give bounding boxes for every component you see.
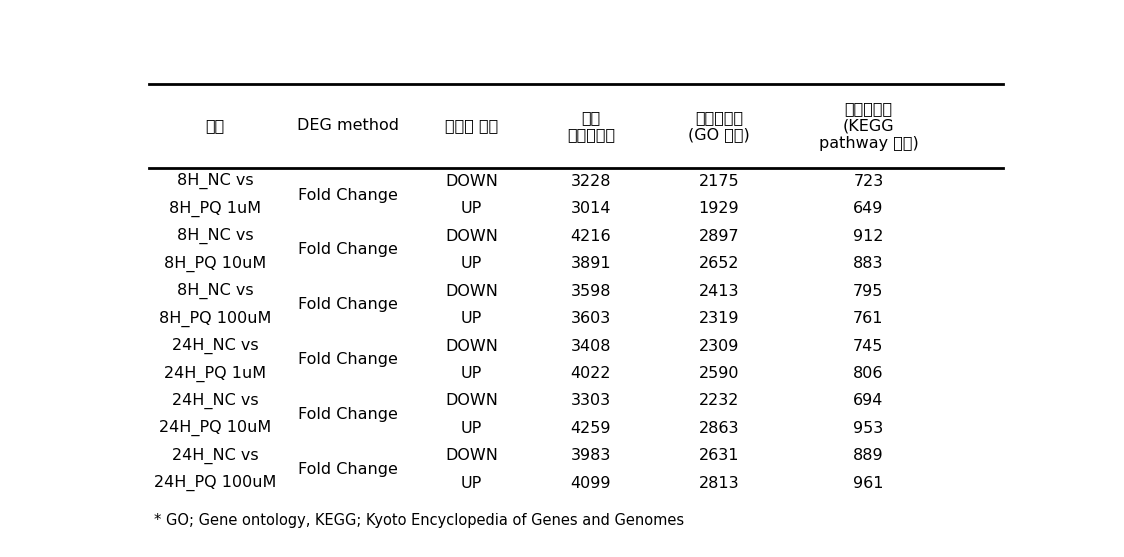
Text: 3598: 3598 — [571, 284, 611, 299]
Text: 24H_PQ 1uM: 24H_PQ 1uM — [164, 365, 266, 382]
Text: 2863: 2863 — [699, 421, 740, 436]
Text: 649: 649 — [853, 201, 883, 216]
Text: 24H_NC vs: 24H_NC vs — [172, 448, 259, 464]
Text: 4259: 4259 — [571, 421, 611, 436]
Text: 961: 961 — [853, 476, 883, 491]
Text: Fold Change: Fold Change — [298, 242, 398, 257]
Text: 723: 723 — [853, 174, 883, 189]
Text: * GO; Gene ontology, KEGG; Kyoto Encyclopedia of Genes and Genomes: * GO; Gene ontology, KEGG; Kyoto Encyclo… — [154, 513, 683, 528]
Text: DOWN: DOWN — [445, 448, 498, 463]
Text: 8H_NC vs: 8H_NC vs — [178, 228, 254, 245]
Text: DOWN: DOWN — [445, 229, 498, 244]
Text: 3014: 3014 — [571, 201, 611, 216]
Text: 유전자개수
(GO 정보): 유전자개수 (GO 정보) — [688, 110, 750, 142]
Text: 3408: 3408 — [571, 339, 611, 354]
Text: Fold Change: Fold Change — [298, 462, 398, 477]
Text: DOWN: DOWN — [445, 284, 498, 299]
Text: DOWN: DOWN — [445, 393, 498, 408]
Text: 8H_NC vs: 8H_NC vs — [178, 283, 254, 299]
Text: 2590: 2590 — [699, 366, 740, 381]
Text: 4216: 4216 — [571, 229, 611, 244]
Text: 8H_PQ 100uM: 8H_PQ 100uM — [160, 310, 272, 327]
Text: 2319: 2319 — [699, 311, 740, 326]
Text: DOWN: DOWN — [445, 339, 498, 354]
Text: 795: 795 — [853, 284, 883, 299]
Text: Fold Change: Fold Change — [298, 188, 398, 203]
Text: UP: UP — [461, 421, 482, 436]
Text: 8H_PQ 10uM: 8H_PQ 10uM — [164, 256, 266, 272]
Text: 2232: 2232 — [699, 393, 740, 408]
Text: 1929: 1929 — [699, 201, 740, 216]
Text: 8H_PQ 1uM: 8H_PQ 1uM — [170, 201, 262, 217]
Text: 2175: 2175 — [699, 174, 740, 189]
Text: 912: 912 — [853, 229, 883, 244]
Text: 유의
유전자개수: 유의 유전자개수 — [566, 110, 615, 142]
Text: 24H_PQ 10uM: 24H_PQ 10uM — [160, 421, 272, 437]
Text: 953: 953 — [853, 421, 883, 436]
Text: 2309: 2309 — [699, 339, 740, 354]
Text: 유전자 발현: 유전자 발현 — [445, 118, 498, 133]
Text: 24H_NC vs: 24H_NC vs — [172, 393, 259, 409]
Text: UP: UP — [461, 201, 482, 216]
Text: 694: 694 — [853, 393, 883, 408]
Text: 24H_PQ 100uM: 24H_PQ 100uM — [154, 475, 277, 491]
Text: 2413: 2413 — [699, 284, 740, 299]
Text: 유전자개수
(KEGG
pathway 정보): 유전자개수 (KEGG pathway 정보) — [818, 101, 918, 151]
Text: 3303: 3303 — [571, 393, 611, 408]
Text: 분석: 분석 — [206, 118, 225, 133]
Text: 4099: 4099 — [571, 476, 611, 491]
Text: Fold Change: Fold Change — [298, 407, 398, 422]
Text: 3603: 3603 — [571, 311, 611, 326]
Text: DEG method: DEG method — [297, 118, 399, 133]
Text: 761: 761 — [853, 311, 883, 326]
Text: 2897: 2897 — [699, 229, 740, 244]
Text: 3228: 3228 — [571, 174, 611, 189]
Text: UP: UP — [461, 366, 482, 381]
Text: 883: 883 — [853, 256, 883, 271]
Text: 2631: 2631 — [699, 448, 740, 463]
Text: UP: UP — [461, 256, 482, 271]
Text: 745: 745 — [853, 339, 883, 354]
Text: 8H_NC vs: 8H_NC vs — [178, 173, 254, 189]
Text: 4022: 4022 — [571, 366, 611, 381]
Text: 2813: 2813 — [699, 476, 740, 491]
Text: Fold Change: Fold Change — [298, 352, 398, 367]
Text: 2652: 2652 — [699, 256, 740, 271]
Text: UP: UP — [461, 476, 482, 491]
Text: 889: 889 — [853, 448, 883, 463]
Text: UP: UP — [461, 311, 482, 326]
Text: 806: 806 — [853, 366, 883, 381]
Text: Fold Change: Fold Change — [298, 297, 398, 312]
Text: DOWN: DOWN — [445, 174, 498, 189]
Text: 24H_NC vs: 24H_NC vs — [172, 338, 259, 354]
Text: 3891: 3891 — [571, 256, 611, 271]
Text: 3983: 3983 — [571, 448, 611, 463]
